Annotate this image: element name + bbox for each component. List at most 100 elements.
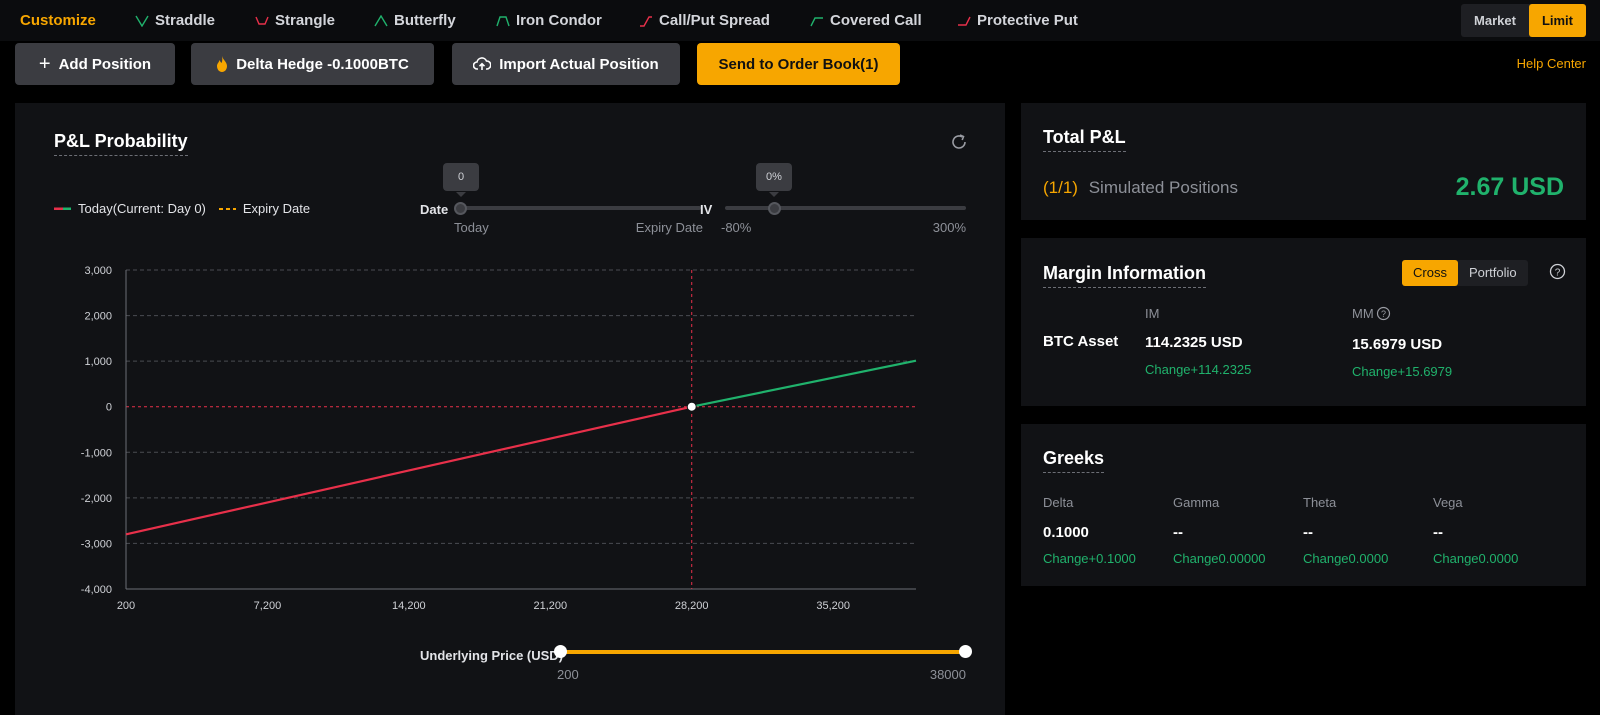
straddle-icon bbox=[135, 15, 149, 27]
import-position-button[interactable]: Import Actual Position bbox=[452, 43, 680, 85]
underlying-min-handle[interactable] bbox=[554, 645, 567, 658]
cross-button[interactable]: Cross bbox=[1402, 260, 1458, 286]
vega-change: Change0.0000 bbox=[1433, 551, 1519, 566]
mm-value: 15.6979 USD bbox=[1352, 336, 1443, 353]
pl-probability-panel: P&L Probability Today(Current: Day 0) Ex… bbox=[15, 103, 1005, 715]
strangle-icon bbox=[255, 16, 269, 25]
underlying-max-label: 38000 bbox=[929, 667, 966, 682]
gamma-label: Gamma bbox=[1173, 495, 1220, 510]
pl-chart: 3,000 2,000 1,000 0 -1,000 -2,000 -3,000 -4,000… bbox=[81, 265, 917, 612]
mm-change: Change+15.6979 bbox=[1352, 364, 1453, 379]
market-button[interactable]: Market bbox=[1474, 13, 1516, 28]
total-pl-value: 2.67 USD bbox=[1455, 173, 1564, 201]
expiry-legend-label: Expiry Date bbox=[242, 201, 311, 216]
send-to-order-book-button[interactable]: Send to Order Book(1) bbox=[697, 43, 900, 85]
margin-title: Margin Information bbox=[1043, 263, 1206, 288]
cloud-upload-icon bbox=[473, 57, 492, 70]
mm-help-icon[interactable]: ? bbox=[1376, 306, 1391, 321]
tab-covered-call[interactable]: Covered Call bbox=[810, 0, 922, 41]
x-tick-label: 21,200 bbox=[533, 600, 567, 612]
greeks-title: Greeks bbox=[1043, 448, 1105, 473]
iv-slider-handle[interactable] bbox=[768, 202, 781, 215]
delta-label: Delta bbox=[1043, 495, 1074, 510]
theta-change: Change0.0000 bbox=[1303, 551, 1389, 566]
tab-customize[interactable]: Customize bbox=[20, 12, 96, 29]
chart-legend: Today(Current: Day 0) Expiry Date bbox=[54, 201, 310, 216]
profit-line-segment bbox=[691, 359, 917, 408]
x-tick-label: 28,200 bbox=[675, 600, 709, 612]
tab-straddle[interactable]: Straddle bbox=[135, 0, 215, 41]
gamma-value: -- bbox=[1173, 524, 1183, 541]
plus-icon: + bbox=[38, 53, 51, 75]
fire-icon bbox=[217, 56, 228, 72]
delta-value: 0.1000 bbox=[1043, 524, 1089, 541]
limit-button[interactable]: Limit bbox=[1528, 4, 1586, 37]
margin-mode-toggle: Cross Portfolio bbox=[1402, 260, 1528, 286]
butterfly-icon bbox=[374, 14, 388, 26]
mm-label: MM bbox=[1352, 306, 1374, 321]
x-tick-label: 200 bbox=[117, 600, 135, 612]
svg-text:?: ? bbox=[1381, 309, 1386, 319]
refresh-icon[interactable] bbox=[949, 132, 969, 152]
margin-info-panel: Margin Information Cross Portfolio ? BTC… bbox=[1021, 238, 1586, 406]
date-slider-label: Date bbox=[420, 202, 449, 217]
help-center-link[interactable]: Help Center bbox=[1516, 56, 1586, 71]
y-tick-label: 0 bbox=[106, 402, 112, 414]
y-tick-label: -4,000 bbox=[81, 584, 112, 596]
protective-put-icon bbox=[958, 16, 971, 26]
y-tick-label: -3,000 bbox=[81, 538, 112, 550]
theta-value: -- bbox=[1303, 524, 1313, 541]
margin-asset-label: BTC Asset bbox=[1043, 333, 1119, 350]
tab-iron-condor[interactable]: Iron Condor bbox=[496, 0, 602, 41]
date-slider-track[interactable] bbox=[458, 206, 701, 210]
add-position-button[interactable]: + Add Position bbox=[15, 43, 175, 85]
today-legend-label: Today(Current: Day 0) bbox=[78, 201, 206, 216]
iv-slider-track[interactable] bbox=[725, 206, 966, 210]
simulated-positions-label: Simulated Positions bbox=[1088, 178, 1239, 197]
iv-slider-tooltip: 0% bbox=[756, 163, 792, 197]
iv-max-label: 300% bbox=[932, 220, 966, 235]
order-type-toggle: Market Limit bbox=[1461, 4, 1586, 37]
simulated-positions: (1/1) Simulated Positions bbox=[1043, 178, 1238, 198]
tab-strangle[interactable]: Strangle bbox=[255, 0, 335, 41]
greeks-panel: Greeks Delta 0.1000 Change+0.1000 Gamma … bbox=[1021, 424, 1586, 586]
x-tick-label: 35,200 bbox=[816, 600, 850, 612]
underlying-range-track[interactable] bbox=[561, 650, 966, 654]
date-max-label: Expiry Date bbox=[635, 220, 703, 235]
im-change: Change+114.2325 bbox=[1145, 362, 1252, 377]
spread-icon bbox=[640, 15, 652, 27]
iv-min-label: -80% bbox=[721, 220, 752, 235]
svg-text:?: ? bbox=[1555, 267, 1561, 278]
underlying-max-handle[interactable] bbox=[959, 645, 972, 658]
help-circle-icon[interactable]: ? bbox=[1549, 263, 1566, 280]
y-tick-label: -1,000 bbox=[81, 447, 112, 459]
total-pl-panel: Total P&L (1/1) Simulated Positions 2.67… bbox=[1021, 103, 1586, 220]
date-slider-handle[interactable] bbox=[454, 202, 467, 215]
total-pl-title: Total P&L bbox=[1043, 127, 1126, 152]
tab-butterfly[interactable]: Butterfly bbox=[374, 0, 456, 41]
im-value: 114.2325 USD bbox=[1145, 334, 1243, 351]
iv-slider-label: IV bbox=[700, 202, 713, 217]
position-count: (1/1) bbox=[1043, 178, 1078, 197]
tab-protective-put[interactable]: Protective Put bbox=[957, 0, 1078, 41]
underlying-price-label: Underlying Price (USD) bbox=[420, 648, 564, 663]
iron-condor-icon bbox=[496, 15, 510, 26]
x-tick-label: 7,200 bbox=[254, 600, 282, 612]
x-tick-label: 14,200 bbox=[392, 600, 426, 612]
breakeven-point bbox=[686, 401, 697, 412]
y-tick-label: 2,000 bbox=[84, 311, 112, 323]
covered-call-icon bbox=[810, 16, 823, 26]
loss-line-segment bbox=[125, 405, 692, 536]
today-legend-swatch bbox=[54, 207, 71, 210]
portfolio-button[interactable]: Portfolio bbox=[1468, 265, 1517, 280]
y-tick-label: 3,000 bbox=[84, 265, 112, 277]
strategy-tab-bar: Customize Straddle Strangle Butterfly Ir… bbox=[0, 0, 1600, 41]
vega-label: Vega bbox=[1433, 495, 1463, 510]
pl-title: P&L Probability bbox=[54, 131, 188, 156]
y-tick-label: -2,000 bbox=[81, 493, 112, 505]
theta-label: Theta bbox=[1303, 495, 1337, 510]
im-label: IM bbox=[1145, 306, 1160, 321]
delta-change: Change+0.1000 bbox=[1043, 551, 1136, 566]
delta-hedge-button[interactable]: Delta Hedge -0.1000BTC bbox=[191, 43, 434, 85]
tab-call-put-spread[interactable]: Call/Put Spread bbox=[639, 0, 770, 41]
